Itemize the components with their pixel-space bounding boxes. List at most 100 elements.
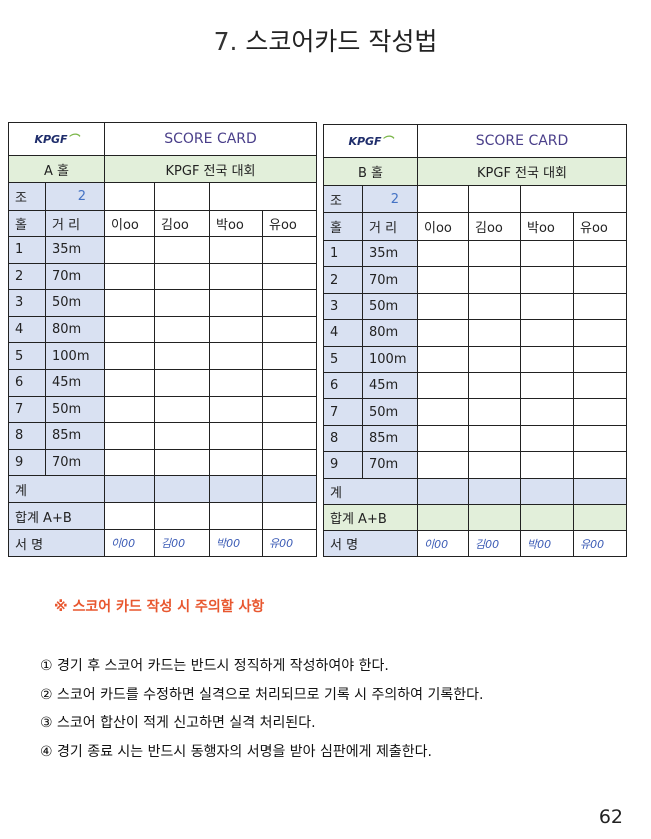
blank-cell bbox=[520, 185, 628, 213]
score-cell[interactable] bbox=[468, 266, 522, 294]
hole-distance: 80m bbox=[361, 319, 419, 347]
score-cell[interactable] bbox=[209, 236, 264, 264]
score-cell[interactable] bbox=[262, 236, 318, 264]
score-cell[interactable] bbox=[417, 424, 470, 453]
score-cell[interactable] bbox=[573, 345, 628, 373]
score-cell[interactable] bbox=[262, 315, 318, 344]
score-cell[interactable] bbox=[262, 368, 318, 397]
score-cell[interactable] bbox=[573, 292, 628, 321]
score-cell[interactable] bbox=[104, 289, 156, 317]
score-cell[interactable] bbox=[209, 342, 264, 370]
subtotal-cell[interactable] bbox=[262, 475, 318, 504]
score-cell[interactable] bbox=[262, 342, 318, 370]
score-cell[interactable] bbox=[262, 289, 318, 317]
note-item: ③ 스코어 합산이 적게 신고하면 실격 처리된다. bbox=[40, 715, 316, 731]
score-cell[interactable] bbox=[520, 345, 575, 373]
subtotal-cell[interactable] bbox=[417, 477, 470, 505]
score-cell[interactable] bbox=[417, 345, 470, 373]
score-cell[interactable] bbox=[104, 342, 156, 370]
score-cell[interactable] bbox=[154, 236, 211, 264]
score-cell[interactable] bbox=[468, 398, 522, 426]
hole-row: 3 50m bbox=[8, 289, 318, 317]
hole-number: 8 bbox=[323, 424, 363, 453]
total-label: 합계 A+B bbox=[7, 502, 106, 531]
score-cell[interactable] bbox=[520, 451, 575, 479]
score-cell[interactable] bbox=[104, 448, 156, 477]
total-cell[interactable] bbox=[154, 502, 211, 531]
score-cell[interactable] bbox=[262, 422, 318, 450]
score-cell[interactable] bbox=[154, 289, 211, 317]
total-cell[interactable] bbox=[468, 503, 522, 532]
score-cell[interactable] bbox=[104, 315, 156, 344]
player-name: 유oo bbox=[262, 210, 318, 237]
score-cell[interactable] bbox=[520, 239, 575, 268]
total-row: 합계 A+B bbox=[322, 503, 628, 532]
score-cell[interactable] bbox=[573, 451, 628, 479]
score-cell[interactable] bbox=[104, 262, 156, 291]
score-cell[interactable] bbox=[573, 239, 628, 268]
score-cell[interactable] bbox=[154, 262, 211, 291]
player-name: 이oo bbox=[417, 212, 470, 241]
score-cell[interactable] bbox=[209, 289, 264, 317]
total-cell[interactable] bbox=[262, 502, 318, 531]
score-cell[interactable] bbox=[104, 368, 156, 397]
score-cell[interactable] bbox=[209, 368, 264, 397]
score-cell[interactable] bbox=[104, 236, 156, 264]
score-cell[interactable] bbox=[468, 345, 522, 373]
score-cell[interactable] bbox=[573, 424, 628, 453]
player-name: 김oo bbox=[154, 210, 211, 237]
subtotal-cell[interactable] bbox=[104, 475, 156, 504]
score-cell[interactable] bbox=[417, 371, 470, 400]
total-cell[interactable] bbox=[209, 502, 264, 531]
score-cell[interactable] bbox=[262, 395, 318, 424]
score-cell[interactable] bbox=[468, 292, 522, 321]
note-item: ① 경기 후 스코어 카드는 반드시 정직하게 작성하여야 한다. bbox=[40, 658, 389, 674]
score-cell[interactable] bbox=[209, 422, 264, 450]
subtotal-row: 계 bbox=[322, 477, 628, 505]
subtotal-cell[interactable] bbox=[209, 475, 264, 504]
score-cell[interactable] bbox=[573, 266, 628, 294]
score-cell[interactable] bbox=[520, 398, 575, 426]
score-cell[interactable] bbox=[209, 448, 264, 477]
score-cell[interactable] bbox=[209, 262, 264, 291]
score-cell[interactable] bbox=[154, 315, 211, 344]
score-cell[interactable] bbox=[417, 319, 470, 347]
total-cell[interactable] bbox=[520, 503, 575, 532]
score-cell[interactable] bbox=[104, 395, 156, 424]
total-cell[interactable] bbox=[573, 503, 628, 532]
score-cell[interactable] bbox=[262, 262, 318, 291]
score-cell[interactable] bbox=[468, 239, 522, 268]
subtotal-cell[interactable] bbox=[520, 477, 575, 505]
score-cell[interactable] bbox=[520, 319, 575, 347]
score-cell[interactable] bbox=[573, 371, 628, 400]
score-cell[interactable] bbox=[417, 239, 470, 268]
total-cell[interactable] bbox=[417, 503, 470, 532]
score-cell[interactable] bbox=[417, 398, 470, 426]
score-cell[interactable] bbox=[468, 424, 522, 453]
score-cell[interactable] bbox=[154, 395, 211, 424]
score-cell[interactable] bbox=[468, 371, 522, 400]
score-cell[interactable] bbox=[468, 451, 522, 479]
score-cell[interactable] bbox=[209, 395, 264, 424]
score-cell[interactable] bbox=[468, 319, 522, 347]
score-cell[interactable] bbox=[520, 292, 575, 321]
score-cell[interactable] bbox=[520, 424, 575, 453]
subtotal-cell[interactable] bbox=[154, 475, 211, 504]
score-cell[interactable] bbox=[417, 266, 470, 294]
score-cell[interactable] bbox=[262, 448, 318, 477]
score-cell[interactable] bbox=[154, 448, 211, 477]
total-cell[interactable] bbox=[104, 502, 156, 531]
subtotal-cell[interactable] bbox=[468, 477, 522, 505]
score-cell[interactable] bbox=[154, 368, 211, 397]
score-cell[interactable] bbox=[573, 319, 628, 347]
score-cell[interactable] bbox=[104, 422, 156, 450]
score-cell[interactable] bbox=[520, 371, 575, 400]
score-cell[interactable] bbox=[209, 315, 264, 344]
score-cell[interactable] bbox=[154, 342, 211, 370]
score-cell[interactable] bbox=[417, 451, 470, 479]
score-cell[interactable] bbox=[154, 422, 211, 450]
score-cell[interactable] bbox=[520, 266, 575, 294]
subtotal-cell[interactable] bbox=[573, 477, 628, 505]
score-cell[interactable] bbox=[573, 398, 628, 426]
score-cell[interactable] bbox=[417, 292, 470, 321]
